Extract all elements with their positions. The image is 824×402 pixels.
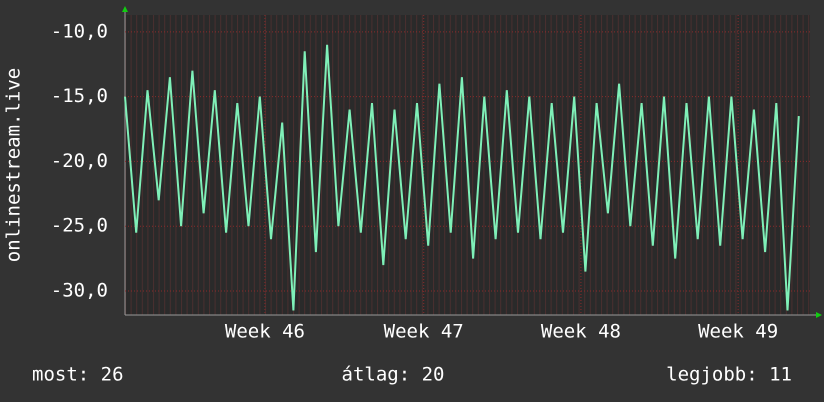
- x-arrow: [816, 312, 822, 318]
- x-tick-label: Week 48: [541, 321, 621, 343]
- line: [124, 44, 800, 311]
- x-tick-label: Week 47: [384, 321, 464, 343]
- y-tick-label: -30,0: [51, 280, 108, 302]
- y-tick-label: -15,0: [51, 85, 108, 107]
- footer-best: legjobb: 11: [666, 364, 792, 386]
- footer-current: most: 26: [32, 364, 124, 386]
- x-tick-label: Week 46: [225, 321, 305, 343]
- y-tick-label: -20,0: [51, 150, 108, 172]
- y-arrow: [122, 6, 128, 12]
- y-tick-label: -25,0: [51, 215, 108, 237]
- y-axis-label: onlinestream.live: [3, 68, 25, 262]
- x-tick-label: Week 49: [698, 321, 778, 343]
- y-tick-label: -10,0: [51, 20, 108, 42]
- footer-average: átlag: 20: [342, 364, 445, 386]
